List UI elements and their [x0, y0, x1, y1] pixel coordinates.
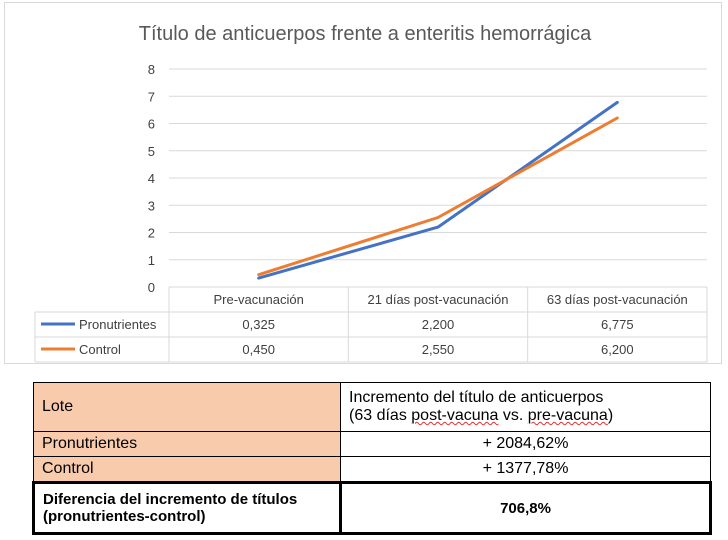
- increment-header-cell: Incremento del título de anticuerpos (63…: [340, 382, 711, 432]
- y-tick-label: 8: [148, 62, 155, 77]
- row-label: Control: [33, 456, 341, 483]
- y-tick-label: 0: [148, 280, 155, 295]
- data-label: 6,200: [601, 342, 634, 357]
- row-value: + 2084,62%: [340, 431, 711, 457]
- lote-header-cell: Lote: [33, 382, 341, 432]
- series-line-pronutrientes: [257, 100, 619, 280]
- chart-title: Título de anticuerpos frente a enteritis…: [139, 23, 592, 45]
- data-label: 6,775: [601, 317, 634, 332]
- difference-label-line1: Diferencia del incremento de títulos: [43, 491, 298, 508]
- lote-header-label: Lote: [42, 398, 74, 415]
- y-tick-label: 2: [148, 226, 155, 241]
- data-table: Pre-vacunación 21 días post-vacunación 63 …: [34, 286, 708, 363]
- y-tick-label: 1: [148, 253, 155, 268]
- y-tick-label: 7: [148, 89, 155, 104]
- chart-svg: Título de anticuerpos frente a enteritis…: [34, 23, 708, 363]
- category-label: 63 días post-vacunación: [547, 292, 688, 307]
- y-axis-ticks: 0 1 2 3 4 5 6 7 8: [148, 62, 155, 295]
- y-tick-label: 6: [148, 117, 155, 132]
- summary-row-pronutrientes: Pronutrientes + 2084,62%: [33, 431, 711, 457]
- difference-label-line2: (pronutrientes-control): [43, 508, 206, 525]
- gridlines: [169, 68, 707, 261]
- difference-value: 706,8%: [339, 481, 712, 535]
- row-label: Pronutrientes: [33, 431, 341, 457]
- legend-series-name: Control: [79, 342, 121, 357]
- y-tick-label: 3: [148, 198, 155, 213]
- legend-series-name: Pronutrientes: [79, 317, 157, 332]
- increment-header-line1: Incremento del título de anticuerpos: [349, 389, 604, 406]
- chart-area: Título de anticuerpos frente a enteritis…: [4, 2, 722, 364]
- data-label: 2,200: [422, 317, 455, 332]
- series-line-control: [257, 116, 619, 277]
- increment-header-line2: (63 días post-vacuna vs. pre-vacuna): [349, 407, 614, 424]
- y-tick-label: 5: [148, 144, 155, 159]
- category-label: 21 días post-vacunación: [368, 292, 509, 307]
- data-label: 0,450: [242, 342, 275, 357]
- row-value: + 1377,78%: [340, 456, 711, 483]
- summary-header-row: Lote Incremento del título de anticuerpo…: [33, 382, 711, 432]
- summary-row-control: Control + 1377,78%: [33, 456, 711, 483]
- summary-table: Lote Incremento del título de anticuerpo…: [32, 382, 712, 535]
- category-label: Pre-vacunación: [214, 292, 304, 307]
- y-tick-label: 4: [148, 171, 155, 186]
- data-label: 2,550: [422, 342, 455, 357]
- series-lines: [257, 100, 619, 280]
- difference-label-cell: Diferencia del incremento de títulos (pr…: [32, 481, 342, 535]
- summary-row-difference: Diferencia del incremento de títulos (pr…: [32, 481, 712, 535]
- data-label: 0,325: [242, 317, 275, 332]
